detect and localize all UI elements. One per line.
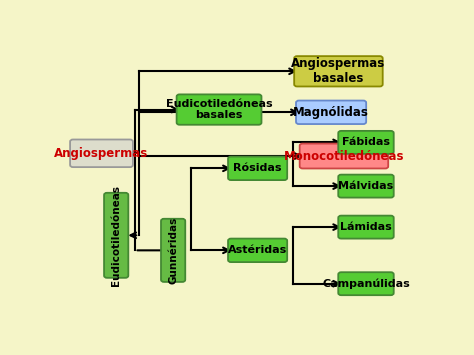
FancyBboxPatch shape: [338, 175, 394, 198]
FancyBboxPatch shape: [228, 157, 287, 180]
Text: Eudicotiledóneas: Eudicotiledóneas: [111, 185, 121, 286]
Text: Fábidas: Fábidas: [342, 137, 390, 147]
FancyBboxPatch shape: [338, 131, 394, 154]
Text: Angiospermas
basales: Angiospermas basales: [292, 57, 385, 85]
FancyBboxPatch shape: [296, 100, 366, 124]
Text: Campanúlidas: Campanúlidas: [322, 278, 410, 289]
FancyBboxPatch shape: [177, 94, 262, 125]
FancyBboxPatch shape: [104, 193, 128, 278]
Text: Rósidas: Rósidas: [233, 163, 282, 173]
FancyBboxPatch shape: [338, 215, 394, 239]
FancyBboxPatch shape: [70, 140, 133, 167]
FancyBboxPatch shape: [228, 239, 287, 262]
Text: Astéridas: Astéridas: [228, 245, 287, 255]
Text: Monocotiledóneas: Monocotiledóneas: [284, 149, 404, 163]
FancyBboxPatch shape: [161, 219, 185, 282]
Text: Gunnéridas: Gunnéridas: [168, 217, 178, 284]
Text: Lámidas: Lámidas: [340, 222, 392, 232]
Text: Málvidas: Málvidas: [338, 181, 393, 191]
FancyBboxPatch shape: [300, 144, 388, 169]
Text: Magnólidas: Magnólidas: [293, 106, 369, 119]
FancyBboxPatch shape: [338, 272, 394, 295]
Text: Eudicotiledóneas
basales: Eudicotiledóneas basales: [166, 99, 273, 120]
Text: Angiospermas: Angiospermas: [55, 147, 149, 160]
FancyBboxPatch shape: [294, 56, 383, 87]
